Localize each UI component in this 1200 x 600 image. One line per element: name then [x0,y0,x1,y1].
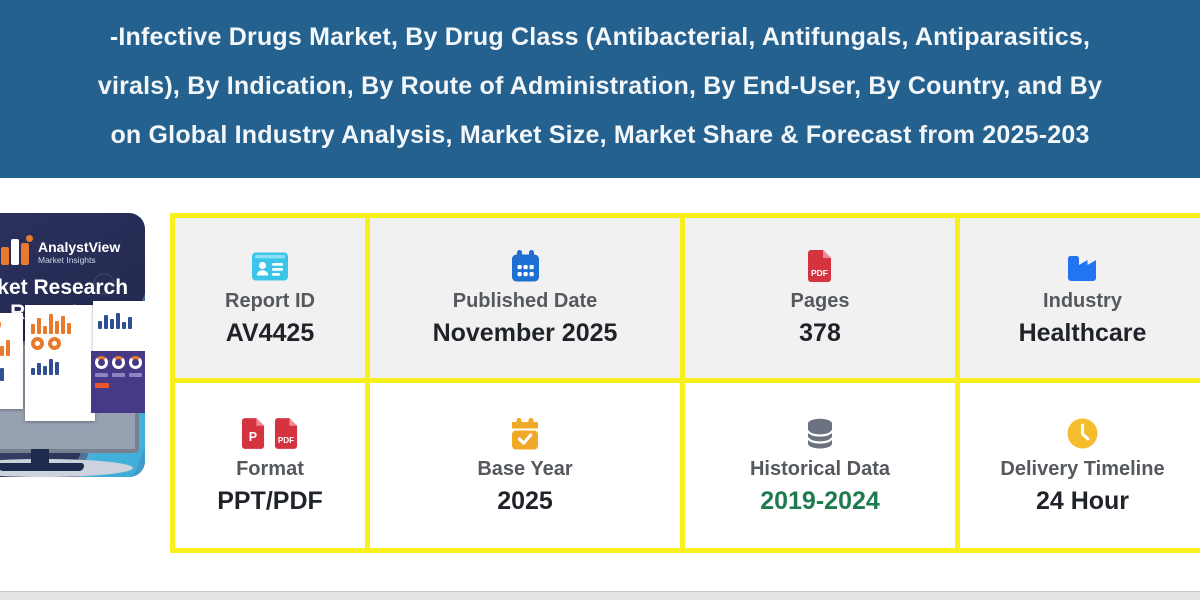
page-title-line-1: -Infective Drugs Market, By Drug Class (… [109,23,1091,51]
info-cell-historical-data: Historical Data 2019-2024 [685,383,955,548]
chart-sheet [0,313,23,409]
report-cover-image: AnalystView Market Insights Market Resea… [0,213,145,477]
calendar-icon [510,248,541,284]
svg-text:PDF: PDF [278,436,294,445]
page-title-line-3: on Global Industry Analysis, Market Size… [110,121,1090,149]
analystview-logo: AnalystView Market Insights [1,235,121,267]
page-title-banner: -Infective Drugs Market, By Drug Class (… [0,0,1200,178]
analystview-logo-icon [1,235,33,267]
svg-text:P: P [249,430,257,444]
clock-icon [1067,416,1098,452]
cell-label: Historical Data [749,457,891,480]
chart-sheet [25,305,95,421]
cover-pattern-shape [93,273,115,295]
cell-value: 2025 [497,486,553,515]
info-cell-report-id: Report ID AV4425 [175,218,365,378]
next-section-top-edge [0,591,1200,600]
cell-value: Healthcare [1018,319,1147,347]
cell-label: Format [236,457,304,480]
ppt-and-pdf-file-icons: P PDF [241,416,299,452]
brand-name: AnalystView [38,238,121,255]
industry-icon [1066,248,1099,284]
cell-label: Industry [1043,290,1122,312]
database-icon [806,416,834,452]
monitor-stand [31,449,49,465]
cell-value: November 2025 [432,319,618,347]
cell-value: 2019-2024 [760,486,880,515]
monitor-base [0,463,84,471]
page-title-line-2: virals), By Indication, By Route of Admi… [97,72,1103,100]
brand-tagline: Market Insights [38,254,96,265]
pdf-file-icon: PDF [807,248,833,284]
cell-value: AV4425 [225,319,315,347]
id-card-icon [252,248,288,284]
cell-label: Report ID [225,290,315,312]
cell-label: Published Date [452,290,598,312]
cell-value: 24 Hour [1035,486,1130,515]
cell-value: PPT/PDF [217,486,323,515]
info-cell-base-year: Base Year 2025 [370,383,680,548]
cell-value: 378 [799,319,841,347]
calendar-check-icon [510,416,540,452]
report-info-grid: Report ID AV4425 Published Date November… [170,213,1200,553]
info-cell-published-date: Published Date November 2025 [370,218,680,378]
info-cell-industry: Industry Healthcare [960,218,1200,378]
chart-sheet [93,301,145,351]
page-title: -Infective Drugs Market, By Drug Class (… [0,13,1200,160]
info-cell-pages: PDF Pages 378 [685,218,955,378]
cell-label: Delivery Timeline [1000,457,1165,480]
info-cell-format: P PDF Format PPT/PDF [175,383,365,548]
dashboard-panel [91,351,145,413]
svg-text:PDF: PDF [811,268,828,278]
info-cell-delivery-timeline: Delivery Timeline 24 Hour [960,383,1200,548]
cell-label: Base Year [477,457,573,480]
cell-label: Pages [790,290,850,312]
